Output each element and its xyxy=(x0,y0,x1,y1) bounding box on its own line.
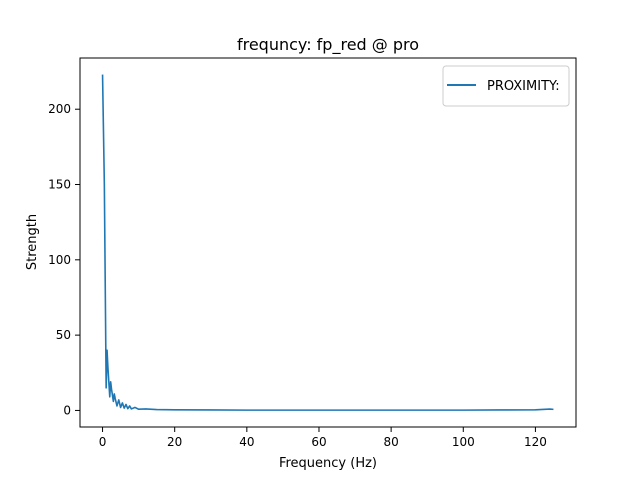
y-tick-label: 150 xyxy=(48,178,71,192)
x-axis-ticks: 0 20 40 60 80 100 120 xyxy=(99,427,547,449)
plot-area: 0 20 40 60 80 100 120 0 50 100 150 200 xyxy=(48,57,577,449)
series-line xyxy=(101,74,554,411)
y-axis-ticks: 0 50 100 150 200 xyxy=(48,102,80,417)
x-tick-label: 60 xyxy=(311,435,326,449)
y-tick-label: 0 xyxy=(63,403,71,417)
x-tick-label: 20 xyxy=(167,435,182,449)
legend-entry-label: PROXIMITY: xyxy=(487,79,560,94)
y-tick-label: 200 xyxy=(48,102,71,116)
y-axis-label: Strength xyxy=(25,214,40,270)
x-tick-label: 0 xyxy=(99,435,107,449)
chart-title: frequncy: fp_red @ pro xyxy=(237,35,419,55)
x-tick-label: 120 xyxy=(524,435,547,449)
series-layer xyxy=(101,74,554,411)
x-tick-label: 80 xyxy=(383,435,398,449)
legend: PROXIMITY: xyxy=(442,65,570,107)
x-tick-label: 40 xyxy=(239,435,254,449)
y-tick-label: 100 xyxy=(48,253,71,267)
y-tick-label: 50 xyxy=(56,328,71,342)
x-tick-label: 100 xyxy=(452,435,475,449)
legend-box xyxy=(442,65,570,107)
x-axis-label: Frequency (Hz) xyxy=(279,456,377,471)
plot-frame xyxy=(79,57,577,428)
